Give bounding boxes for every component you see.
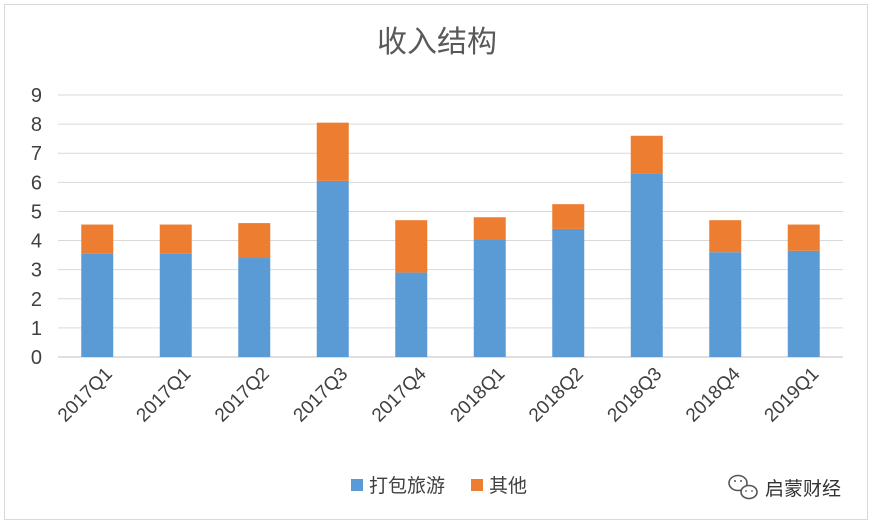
y-tick-label: 0 <box>31 347 42 369</box>
bar-segment-package-tour <box>709 252 742 357</box>
x-tick-label: 2018Q4 <box>682 363 745 426</box>
bar-segment-other <box>395 220 428 273</box>
y-tick-label: 9 <box>31 85 42 107</box>
bar-segment-package-tour <box>238 258 271 357</box>
x-tick-label: 2017Q1 <box>133 364 196 427</box>
bar-segment-other <box>238 223 271 259</box>
watermark-text: 启蒙财经 <box>765 478 841 500</box>
x-tick-label: 2019Q1 <box>761 364 824 427</box>
x-tick-label: 2018Q3 <box>604 364 667 427</box>
y-tick-label: 5 <box>31 201 42 223</box>
bar-segment-other <box>473 217 506 240</box>
y-tick-label: 6 <box>31 172 42 194</box>
y-axis: 0 1 2 3 4 5 6 7 8 9 <box>31 85 42 369</box>
x-axis: 2017Q1 2017Q1 2017Q2 2017Q3 2017Q4 2018Q1 2018… <box>54 363 823 426</box>
legend-label-other: 其他 <box>489 475 527 497</box>
chart-title: 收入结构 <box>377 25 497 60</box>
watermark: 启蒙财经 <box>728 474 841 500</box>
legend-swatch-other <box>471 479 483 491</box>
y-tick-label: 1 <box>31 318 42 340</box>
bar-segment-other <box>630 135 663 174</box>
bar-segment-package-tour <box>81 253 114 357</box>
bars <box>81 122 820 357</box>
x-tick-label: 2018Q1 <box>447 364 510 427</box>
bar-segment-package-tour <box>787 250 820 357</box>
x-tick-label: 2017Q4 <box>368 363 431 426</box>
bar-segment-package-tour <box>552 228 585 357</box>
bar-segment-other <box>159 224 192 254</box>
y-tick-label: 4 <box>31 231 42 253</box>
x-tick-label: 2017Q1 <box>54 364 117 427</box>
x-tick-label: 2017Q3 <box>290 364 353 427</box>
bar-segment-other <box>709 220 742 253</box>
legend-swatch-package-tour <box>351 479 363 491</box>
bar-segment-other <box>316 122 349 181</box>
bar-segment-package-tour <box>630 173 663 357</box>
x-tick-label: 2017Q2 <box>211 364 274 427</box>
bar-segment-package-tour <box>473 239 506 357</box>
y-tick-label: 2 <box>31 289 42 311</box>
bar-segment-other <box>552 204 585 229</box>
y-tick-label: 7 <box>31 143 42 165</box>
bar-segment-other <box>81 224 114 254</box>
x-tick-label: 2018Q2 <box>525 364 588 427</box>
bar-segment-package-tour <box>159 253 192 357</box>
bar-segment-other <box>787 224 820 251</box>
wechat-icon <box>728 474 758 500</box>
legend: 打包旅游 其他 <box>351 475 527 497</box>
legend-label-package-tour: 打包旅游 <box>369 475 445 497</box>
y-tick-label: 8 <box>31 114 42 136</box>
bar-segment-package-tour <box>395 272 428 357</box>
y-tick-label: 3 <box>31 260 42 282</box>
bar-segment-package-tour <box>316 180 349 357</box>
